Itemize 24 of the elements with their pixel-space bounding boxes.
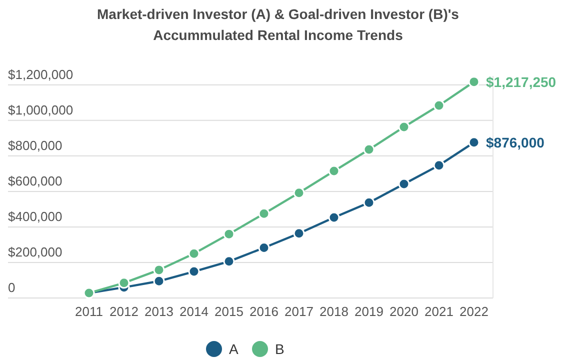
x-tick-label: 2021	[424, 304, 454, 319]
x-tick-label: 2022	[460, 304, 488, 319]
data-label: $1,217,250	[486, 74, 556, 90]
y-tick-label: $400,000	[8, 208, 62, 224]
legend-label: A	[229, 341, 239, 357]
chart-title: Market-driven Investor (A) & Goal-driven Investor (B)'s Accummulated Rental Income Trends	[97, 6, 460, 43]
x-tick-label: 2013	[144, 304, 174, 319]
data-label: $876,000	[486, 134, 545, 150]
y-tick-label: $1,200,000	[8, 66, 74, 82]
x-tick-label: 2014	[180, 304, 208, 319]
x-tick-label: 2018	[320, 304, 348, 319]
y-tick-label: $600,000	[8, 173, 62, 188]
y-tick-label: $1,000,000	[8, 102, 74, 118]
x-tick-label: 2017	[284, 304, 314, 319]
y-tick-label: $200,000	[8, 244, 62, 260]
y-tick-label: $800,000	[8, 138, 62, 153]
x-tick-label: 2015	[214, 304, 244, 319]
x-tick-label: 2011	[75, 304, 103, 319]
legend-label: B	[275, 341, 284, 357]
x-tick-label: 2016	[250, 304, 278, 319]
x-tick-label: 2020	[390, 304, 418, 319]
x-tick-label: 2019	[354, 304, 384, 319]
y-tick-label: 0	[8, 280, 16, 295]
x-tick-label: 2012	[110, 304, 138, 319]
